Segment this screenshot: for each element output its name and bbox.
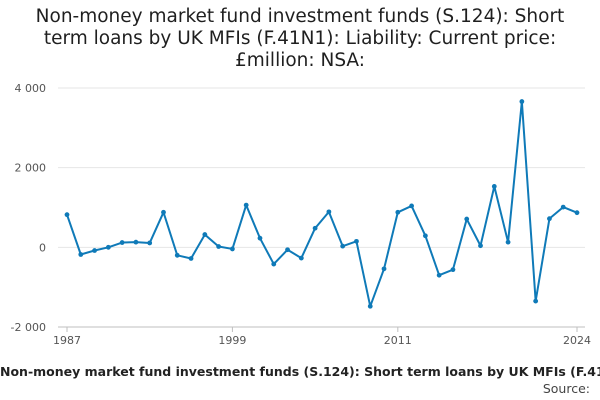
data-point[interactable] [243,202,249,208]
data-point[interactable] [340,243,346,249]
data-point[interactable] [354,238,359,244]
legend-series-label: Non-money market fund investment funds (… [0,364,600,379]
chart-title-line-1: Non-money market fund investment funds (… [35,6,565,27]
data-point[interactable] [519,99,525,104]
y-tick-label: 0 [39,241,46,254]
data-point[interactable] [478,243,483,249]
data-point[interactable] [312,225,318,231]
data-point[interactable] [422,233,428,239]
chart-title-line-3: £million: NSA: [235,50,365,71]
x-tick-label: 2011 [384,334,412,347]
series-line [66,100,578,308]
data-point[interactable] [271,261,277,267]
data-point[interactable] [257,235,263,241]
data-point[interactable] [174,252,180,258]
y-tick-label: 2 000 [15,162,47,175]
data-point[interactable] [450,267,456,273]
data-point[interactable] [436,272,442,278]
data-point[interactable] [464,216,470,222]
data-point[interactable] [285,247,290,253]
data-point[interactable] [119,240,125,245]
data-point[interactable] [92,248,97,253]
source-label: Source: [542,381,590,396]
data-point[interactable] [105,244,111,250]
data-point[interactable] [188,256,194,261]
series-layer [64,99,580,309]
axis-layer: -2 000 0 2 000 4 000 1987 1999 2011 2024 [11,82,591,347]
data-point[interactable] [216,244,222,249]
y-tick-label: -2 000 [11,321,46,334]
data-point[interactable] [491,183,497,189]
data-point[interactable] [133,239,139,245]
data-point[interactable] [395,209,401,215]
data-point[interactable] [326,209,332,215]
x-tick-label: 1987 [53,334,81,347]
data-point[interactable] [574,210,580,216]
data-point[interactable] [230,246,235,252]
data-point[interactable] [298,255,304,261]
data-point[interactable] [202,232,208,237]
data-point[interactable] [147,240,153,246]
data-point[interactable] [161,209,166,215]
data-point[interactable] [547,216,552,222]
data-point[interactable] [533,298,539,304]
grid-layer [58,87,585,328]
x-tick-label: 1999 [218,334,246,347]
chart-title: Non-money market fund investment funds (… [0,6,600,72]
data-point[interactable] [78,252,84,257]
data-point[interactable] [505,239,511,245]
y-tick-label: 4 000 [15,82,47,95]
chart-title-line-2: term loans by UK MFIs (F.41N1): Liabilit… [43,28,557,49]
data-point[interactable] [409,203,414,209]
data-point[interactable] [367,303,373,309]
x-tick-label: 2024 [563,334,591,347]
data-point[interactable] [560,204,566,210]
data-point[interactable] [381,266,387,272]
data-point[interactable] [64,212,70,218]
